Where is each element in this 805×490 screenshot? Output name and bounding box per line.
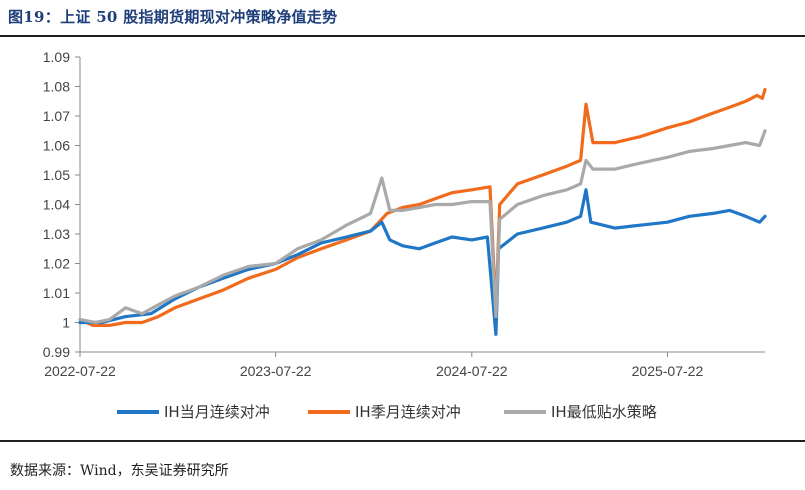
series-line-2: [78, 87, 767, 327]
legend-label-1: IH当月连续对冲: [164, 403, 270, 421]
y-tick-label: 1.06: [43, 138, 70, 154]
y-tick-label: 1.04: [43, 197, 70, 213]
series-line-1: [78, 188, 767, 336]
legend-label-2: IH季月连续对冲: [355, 403, 461, 421]
y-tick-label: 1.03: [43, 226, 70, 242]
y-tick-label: 1.02: [43, 256, 70, 272]
x-tick-label: 2025-07-22: [632, 363, 704, 379]
y-tick-label: 1.09: [43, 49, 70, 65]
y-tick-label: 0.99: [43, 344, 70, 360]
x-tick-label: 2024-07-22: [436, 363, 508, 379]
y-tick-label: 1.05: [43, 167, 70, 183]
y-tick-label: 1: [62, 315, 70, 331]
x-tick-label: 2023-07-22: [240, 363, 312, 379]
y-tick-label: 1.08: [43, 79, 70, 95]
series-line-3: [78, 129, 767, 325]
source-note: 数据来源：Wind，东吴证券研究所: [10, 463, 229, 479]
y-tick-label: 1.01: [43, 285, 70, 301]
legend-label-3: IH最低贴水策略: [551, 403, 657, 421]
bottom-rule: [0, 440, 805, 442]
top-rule: [0, 35, 805, 37]
x-tick-label: 2022-07-22: [44, 363, 116, 379]
line-chart: 0.99 1 1.01 1.02 1.03 1.04 1.05 1.06 1.07 1.08 1.0…: [43, 49, 767, 421]
y-tick-label: 1.07: [43, 108, 70, 124]
figure-title: 图19：上证 50 股指期货期现对冲策略净值走势: [8, 8, 338, 26]
